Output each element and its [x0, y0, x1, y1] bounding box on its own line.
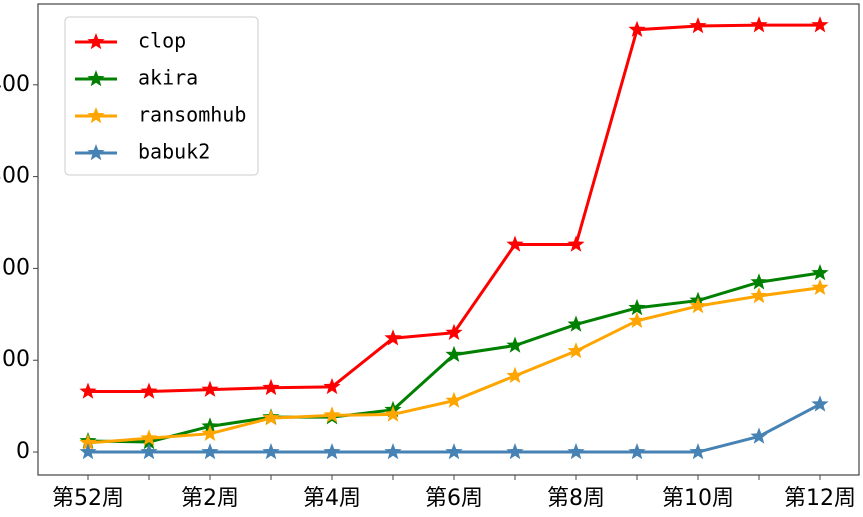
point-marker — [567, 342, 585, 359]
point-marker — [201, 380, 219, 397]
series-line — [87, 286, 821, 445]
point-marker — [384, 329, 402, 346]
point-marker — [140, 429, 158, 446]
x-tick-label: 第52周 — [52, 486, 124, 511]
y-tick-label: 100 — [0, 347, 30, 372]
point-marker — [811, 395, 829, 412]
point-marker — [628, 443, 646, 460]
legend-marker — [87, 107, 105, 124]
point-marker — [689, 17, 707, 34]
legend-label: babuk2 — [138, 140, 210, 164]
point-marker — [506, 443, 524, 460]
plot-frame — [37, 3, 860, 476]
legend-label: clop — [138, 29, 186, 53]
point-marker — [201, 443, 219, 460]
point-marker — [445, 345, 463, 362]
point-marker — [323, 443, 341, 460]
point-marker — [140, 443, 158, 460]
point-marker — [811, 278, 829, 295]
legend-marker — [87, 33, 105, 50]
legend-marker — [87, 144, 105, 161]
point-marker — [79, 443, 97, 460]
point-marker — [506, 336, 524, 353]
point-marker — [201, 424, 219, 441]
point-marker — [750, 16, 768, 33]
point-marker — [811, 264, 829, 281]
point-marker — [567, 315, 585, 332]
point-marker — [323, 377, 341, 395]
point-marker — [262, 409, 280, 426]
y-tick-label: 400 — [0, 72, 30, 97]
point-marker — [506, 235, 524, 252]
point-marker — [628, 20, 646, 37]
point-marker — [79, 433, 97, 451]
point-marker — [567, 443, 585, 460]
x-tick-label: 第4周 — [303, 486, 361, 511]
point-marker — [811, 16, 829, 33]
x-tick-label: 第2周 — [181, 486, 239, 511]
y-tick-label: 200 — [0, 255, 30, 280]
legend-box — [64, 16, 259, 176]
point-marker — [262, 443, 280, 460]
point-marker — [689, 297, 707, 314]
legend-label: ransomhub — [138, 103, 246, 127]
point-marker — [506, 366, 524, 384]
point-marker — [445, 391, 463, 408]
point-marker — [750, 427, 768, 444]
x-tick-label: 第12周 — [784, 486, 856, 511]
point-marker — [567, 235, 585, 252]
y-tick-label: 0 — [16, 439, 30, 464]
point-marker — [689, 443, 707, 460]
x-tick-label: 第6周 — [425, 486, 483, 511]
point-marker — [262, 378, 280, 396]
point-marker — [750, 287, 768, 304]
x-tick-label: 第8周 — [547, 486, 605, 511]
point-marker — [140, 382, 158, 399]
legend-label: akira — [138, 66, 198, 90]
point-marker — [323, 406, 341, 423]
x-tick-label: 第10周 — [662, 486, 734, 511]
y-tick-label: 300 — [0, 164, 30, 189]
point-marker — [628, 311, 646, 328]
point-marker — [384, 405, 402, 422]
point-marker — [384, 443, 402, 460]
point-marker — [445, 323, 463, 340]
point-marker — [445, 443, 463, 460]
point-marker — [628, 298, 646, 316]
legend-marker — [87, 70, 105, 87]
point-marker — [750, 273, 768, 290]
point-marker — [79, 382, 97, 399]
